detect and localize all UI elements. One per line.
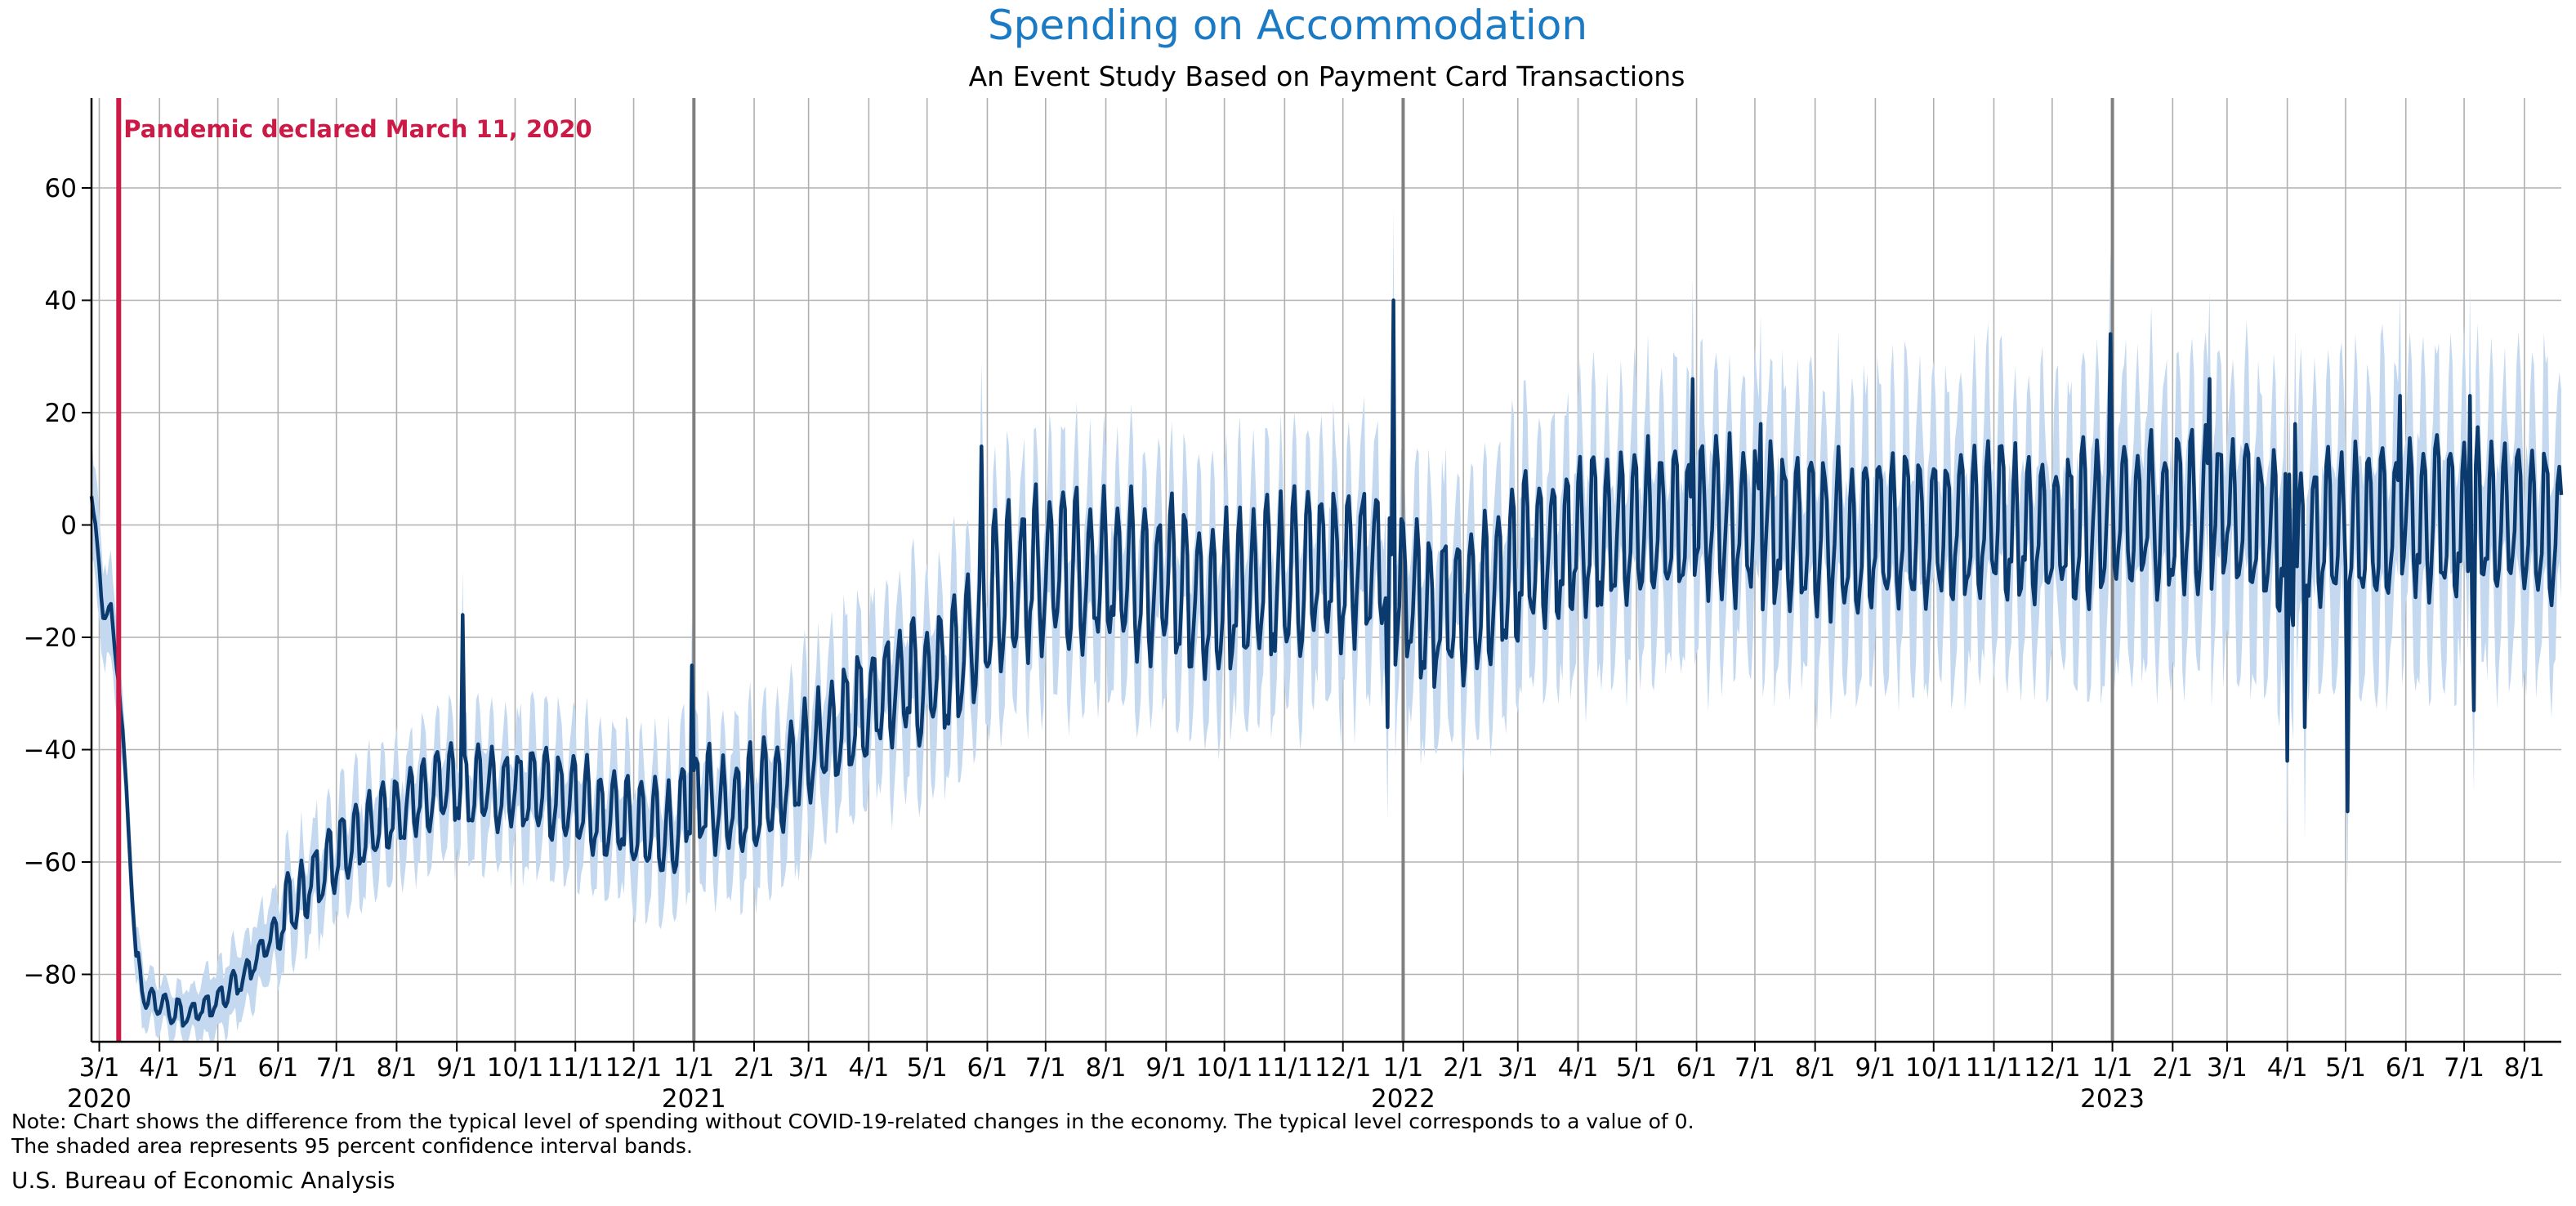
chart-title: Spending on Accommodation — [988, 2, 1587, 49]
y-tick-label: 20 — [45, 399, 77, 428]
x-tick-label: 6/1 — [257, 1053, 298, 1083]
x-tick-label: 4/1 — [1558, 1053, 1599, 1083]
x-tick-label: 7/1 — [1025, 1053, 1066, 1083]
x-tick-label: 3/1 — [79, 1053, 120, 1083]
y-tick-label: −40 — [24, 736, 77, 766]
x-tick-label: 6/1 — [967, 1053, 1008, 1083]
x-tick-label: 7/1 — [316, 1053, 357, 1083]
year-label: 2022 — [1371, 1084, 1435, 1114]
axes — [82, 98, 2561, 1052]
x-tick-label: 7/1 — [1734, 1053, 1775, 1083]
y-tick-label: 0 — [60, 511, 77, 541]
chart-subtitle: An Event Study Based on Payment Card Tra… — [969, 60, 1685, 92]
source-label: U.S. Bureau of Economic Analysis — [11, 1167, 395, 1194]
x-tick-label: 8/1 — [1086, 1053, 1127, 1083]
x-tick-label: 2/1 — [1443, 1053, 1484, 1083]
x-tick-label: 6/1 — [2386, 1053, 2426, 1083]
x-tick-label: 3/1 — [788, 1053, 829, 1083]
x-tick-label: 8/1 — [1795, 1053, 1836, 1083]
tick-labels: −80 −60 −40 −20 0 20 40 60 3/1 4/1 5/1 6/1 7/1 8/1 9/1… — [24, 174, 2545, 1114]
x-tick-label: 10/1 — [1905, 1053, 1962, 1083]
year-lines — [692, 98, 2114, 1042]
estimate-line — [89, 298, 2564, 1028]
x-tick-label: 1/1 — [2092, 1053, 2133, 1083]
x-tick-label: 7/1 — [2444, 1053, 2484, 1083]
x-tick-label: 12/1 — [2024, 1053, 2081, 1083]
year-label: 2023 — [2080, 1084, 2145, 1114]
x-tick-label: 9/1 — [436, 1053, 477, 1083]
x-tick-label: 12/1 — [1315, 1053, 1372, 1083]
x-tick-label: 5/1 — [1616, 1053, 1657, 1083]
x-tick-label: 4/1 — [139, 1053, 180, 1083]
x-tick-label: 4/1 — [848, 1053, 889, 1083]
x-tick-label: 12/1 — [605, 1053, 663, 1083]
x-tick-label: 2/1 — [734, 1053, 775, 1083]
x-tick-label: 3/1 — [1498, 1053, 1538, 1083]
x-tick-label: 8/1 — [2504, 1053, 2545, 1083]
year-label: 2021 — [662, 1084, 726, 1114]
estimate-line-layer — [89, 298, 2564, 1028]
x-tick-label: 5/1 — [198, 1053, 239, 1083]
y-tick-label: −60 — [24, 848, 77, 878]
footnote-line-1: Note: Chart shows the difference from th… — [11, 1110, 1694, 1133]
pandemic-marker-label: Pandemic declared March 11, 2020 — [123, 115, 592, 143]
x-tick-label: 6/1 — [1676, 1053, 1717, 1083]
x-tick-label: 9/1 — [1855, 1053, 1895, 1083]
x-tick-label: 5/1 — [2325, 1053, 2366, 1083]
x-tick-label: 11/1 — [547, 1053, 604, 1083]
x-tick-label: 2/1 — [2152, 1053, 2193, 1083]
footnote-line-2: The shaded area represents 95 percent co… — [11, 1134, 693, 1158]
y-tick-label: 40 — [45, 287, 77, 316]
x-tick-label: 9/1 — [1145, 1053, 1186, 1083]
event-marker: Pandemic declared March 11, 2020 — [116, 98, 592, 1042]
x-tick-label: 11/1 — [1966, 1053, 2023, 1083]
x-tick-label: 4/1 — [2267, 1053, 2308, 1083]
x-tick-label: 11/1 — [1257, 1053, 1314, 1083]
y-tick-label: 60 — [45, 174, 77, 203]
year-label: 2020 — [67, 1084, 132, 1114]
x-tick-label: 5/1 — [907, 1053, 948, 1083]
x-tick-label: 1/1 — [673, 1053, 714, 1083]
x-tick-label: 1/1 — [1383, 1053, 1424, 1083]
x-tick-label: 3/1 — [2207, 1053, 2248, 1083]
x-tick-label: 10/1 — [487, 1053, 544, 1083]
y-tick-label: −80 — [24, 961, 77, 990]
x-tick-label: 8/1 — [376, 1053, 417, 1083]
y-tick-label: −20 — [24, 623, 77, 653]
x-tick-label: 10/1 — [1196, 1053, 1253, 1083]
